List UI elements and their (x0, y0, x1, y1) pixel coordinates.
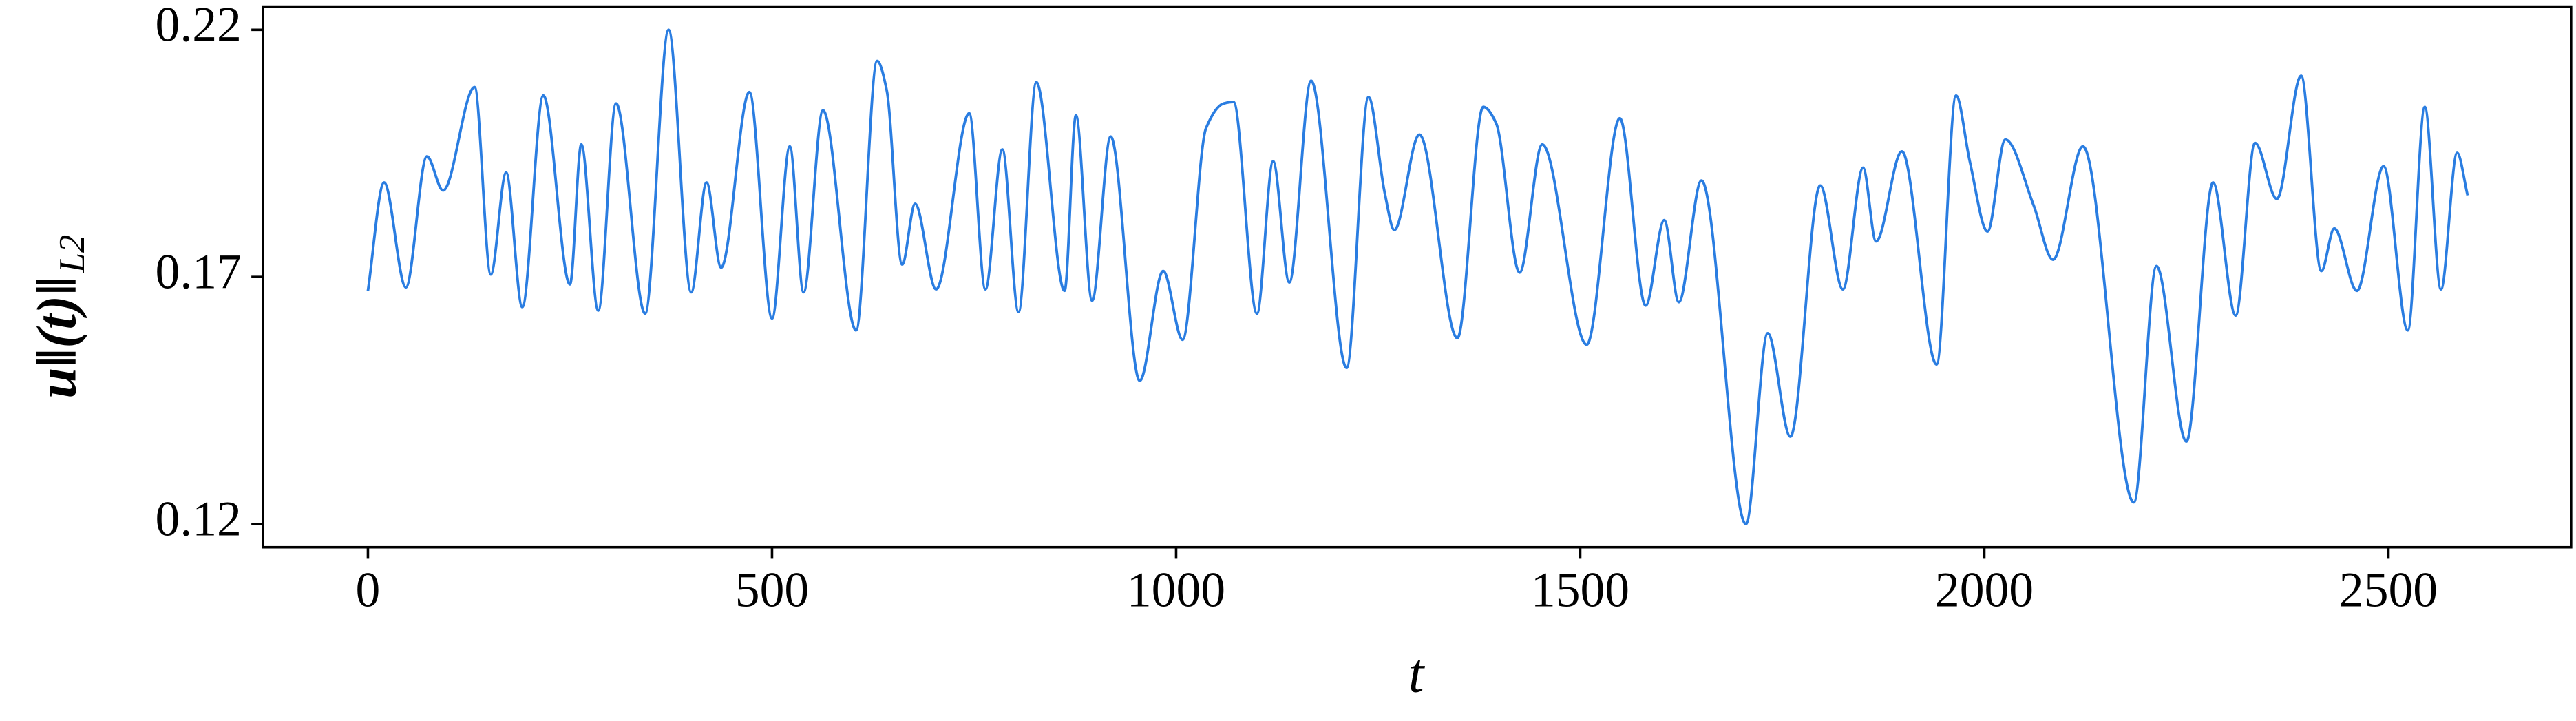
y-tick-label: 0.17 (156, 245, 242, 300)
y-tick-label: 0.12 (156, 492, 242, 546)
y-axis-label: u‖(t)‖ (25, 276, 87, 399)
data-line (366, 28, 2469, 525)
y-tick-label: 0.22 (156, 0, 242, 52)
x-tick-label: 0 (356, 563, 381, 617)
x-tick-label: 2500 (2339, 563, 2438, 617)
x-axis-label: t (1408, 642, 1426, 704)
y-axis-label-subscript: L2 (52, 235, 92, 273)
x-tick-label: 1000 (1127, 563, 1225, 617)
plot-frame (262, 5, 2573, 549)
x-tick-label: 1500 (1531, 563, 1629, 617)
x-tick-label: 2000 (1935, 563, 2034, 617)
x-tick-label: 500 (735, 563, 809, 617)
y-axis-label-group: u‖(t)‖ L2 (25, 235, 92, 399)
